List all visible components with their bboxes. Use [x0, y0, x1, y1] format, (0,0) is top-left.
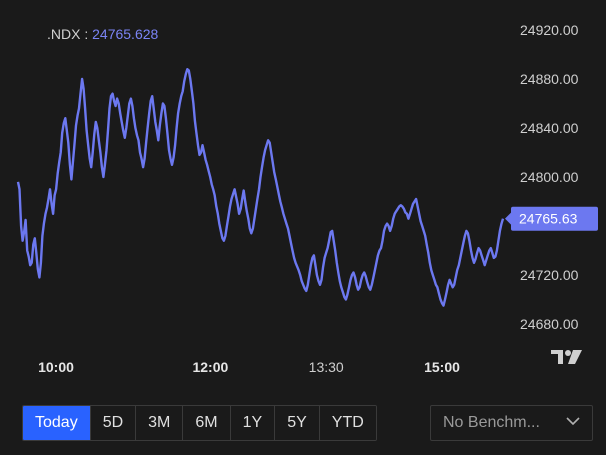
last-value-badge-pointer [505, 211, 512, 226]
range-button-ytd[interactable]: YTD [319, 406, 376, 440]
range-button-5d[interactable]: 5D [90, 406, 137, 440]
benchmark-select[interactable]: No Benchm... [430, 405, 593, 441]
chevron-down-icon [566, 414, 580, 433]
benchmark-select-label: No Benchm... [443, 414, 540, 431]
y-tick-label: 24800.00 [520, 169, 579, 185]
last-value-badge-background [511, 206, 598, 231]
x-tick-label: 10:00 [38, 359, 74, 375]
y-tick-label: 24720.00 [520, 267, 579, 283]
range-selector: Today 5D 3M 6M 1Y 5Y YTD [22, 405, 377, 441]
y-tick-label: 24920.00 [520, 22, 579, 38]
last-value-badge: 24765.63 [505, 206, 598, 231]
y-tick-label: 24680.00 [520, 316, 579, 332]
x-tick-label: 12:00 [192, 359, 228, 375]
x-tick-label: 15:00 [424, 359, 460, 375]
legend-separator: : [80, 26, 93, 42]
last-value-label: 24765.63 [519, 211, 578, 227]
legend-symbol: .NDX [47, 26, 81, 42]
range-button-1y[interactable]: 1Y [230, 406, 276, 440]
series-line-ndx [16, 68, 505, 307]
y-tick-label: 24880.00 [520, 71, 579, 87]
legend: .NDX : 24765.628 [47, 26, 158, 42]
range-button-3m[interactable]: 3M [136, 406, 184, 440]
x-tick-label: 13:30 [309, 359, 344, 375]
range-button-5y[interactable]: 5Y [275, 406, 320, 440]
y-tick-label: 24840.00 [520, 120, 579, 136]
tradingview-logo-icon[interactable] [551, 348, 583, 371]
range-button-6m[interactable]: 6M [183, 406, 231, 440]
range-button-today[interactable]: Today [23, 406, 91, 440]
chart-area[interactable]: .NDX : 24765.628 24920.00 24880.00 24840.0… [0, 0, 606, 390]
legend-value: 24765.628 [92, 26, 159, 42]
price-chart[interactable]: 24920.00 24880.00 24840.00 24800.00 24720.00… [0, 0, 606, 390]
